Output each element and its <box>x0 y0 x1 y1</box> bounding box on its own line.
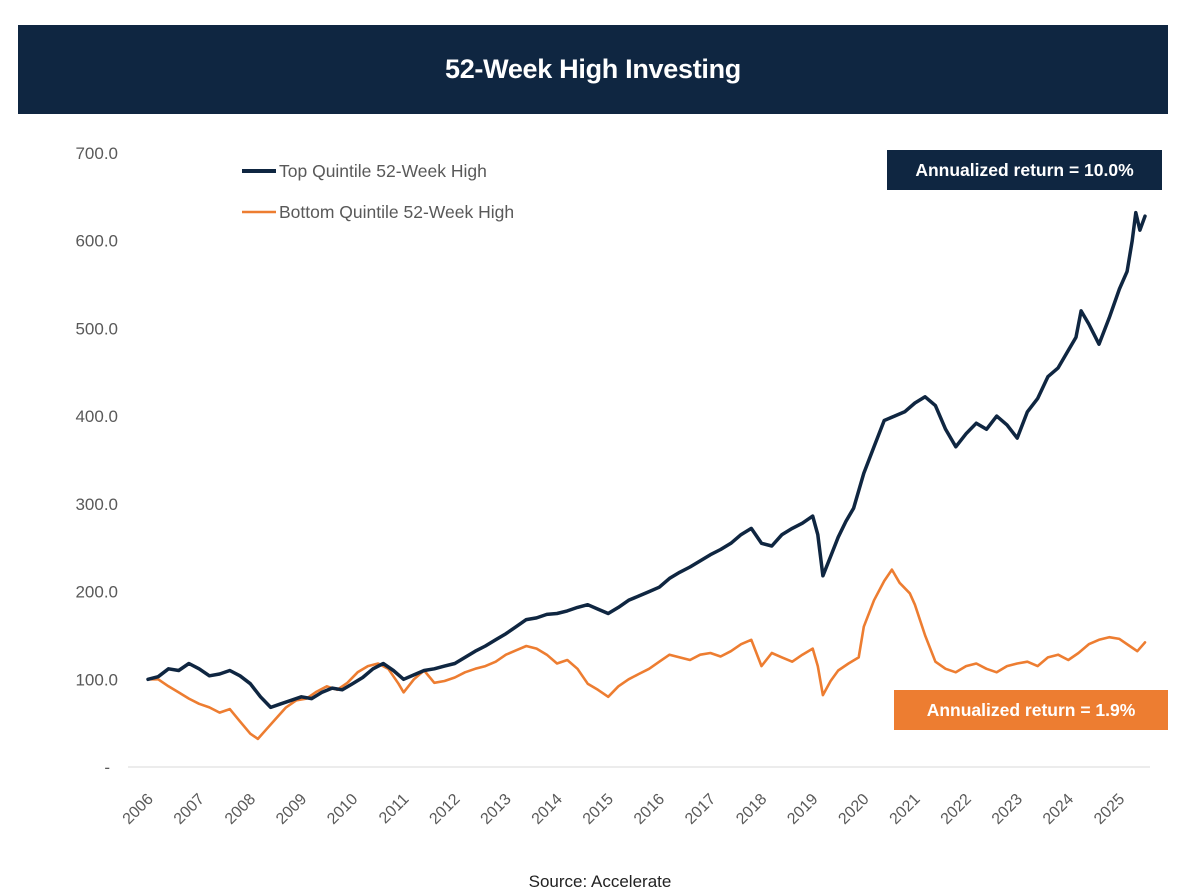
chart-title-bar: 52-Week High Investing <box>18 25 1168 114</box>
x-tick-label: 2022 <box>938 791 975 828</box>
x-tick-label: 2013 <box>478 791 515 828</box>
chart-title: 52-Week High Investing <box>445 54 741 84</box>
y-tick-label: - <box>104 758 110 777</box>
x-tick-label: 2006 <box>120 791 157 828</box>
y-tick-label: 500.0 <box>75 319 118 338</box>
legend-label: Bottom Quintile 52-Week High <box>279 202 514 222</box>
x-tick-label: 2009 <box>273 791 310 828</box>
annotations: Annualized return = 10.0% Annualized retu… <box>887 150 1168 730</box>
x-tick-label: 2008 <box>222 791 259 828</box>
source-note: Source: Accelerate <box>528 872 672 891</box>
x-tick-label: 2019 <box>784 791 821 828</box>
legend-label: Top Quintile 52-Week High <box>279 161 487 181</box>
y-tick-label: 100.0 <box>75 670 118 689</box>
series-lines <box>146 210 1147 741</box>
legend: Top Quintile 52-Week High Bottom Quintile… <box>242 161 514 222</box>
x-tick-label: 2012 <box>426 791 463 828</box>
x-tick-label: 2021 <box>887 791 924 828</box>
y-tick-label: 700.0 <box>75 144 118 163</box>
x-tick-label: 2023 <box>989 791 1026 828</box>
x-tick-label: 2016 <box>631 791 668 828</box>
x-tick-label: 2017 <box>682 791 719 828</box>
x-tick-label: 2018 <box>733 791 770 828</box>
y-tick-label: 400.0 <box>75 407 118 426</box>
annotation-text: Annualized return = 10.0% <box>915 160 1134 180</box>
annotation-box <box>887 150 1162 190</box>
x-tick-label: 2010 <box>324 791 361 828</box>
bottom-quintile-line <box>146 568 1147 741</box>
y-tick-label: 200.0 <box>75 583 118 602</box>
x-tick-label: 2014 <box>529 791 566 828</box>
annotation-text: Annualized return = 1.9% <box>927 700 1136 720</box>
x-tick-label: 2020 <box>835 791 872 828</box>
top-quintile-line <box>146 210 1147 710</box>
x-tick-label: 2007 <box>171 791 208 828</box>
x-tick-label: 2011 <box>376 791 412 827</box>
x-tick-label: 2015 <box>580 791 617 828</box>
y-tick-label: 600.0 <box>75 232 118 251</box>
annotation-box <box>894 690 1168 730</box>
y-tick-label: 300.0 <box>75 495 118 514</box>
x-tick-label: 2025 <box>1091 791 1128 828</box>
x-tick-label: 2024 <box>1040 791 1077 828</box>
